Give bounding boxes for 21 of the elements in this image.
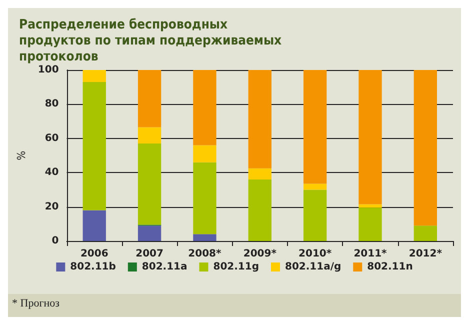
y-axis-title: %: [15, 150, 28, 160]
x-tick-label: 2012*: [408, 248, 443, 260]
legend-label: 802.11g: [213, 262, 259, 272]
x-tick-label: 2010*: [298, 248, 332, 260]
x-tick-label: 2006: [80, 248, 108, 260]
x-tick-label: 2008*: [188, 248, 222, 260]
x-tick-label: 2009*: [243, 248, 278, 260]
y-tick-label: 100: [38, 64, 59, 76]
legend-label: 802.11b: [70, 262, 116, 272]
y-tick-label: 0: [52, 236, 59, 246]
legend-label: 802.11a: [142, 262, 188, 272]
y-tick-label: 80: [44, 98, 59, 110]
chart-title: Распределение беспроводных продуктов по типам поддерживаемых протоколов: [19, 18, 286, 64]
y-tick-label: 60: [44, 132, 59, 144]
legend-label: 802.11a/g: [284, 262, 342, 272]
text: * Прогноз: [12, 298, 60, 310]
x-tick-label: 2011*: [354, 248, 388, 260]
y-tick-label: 20: [44, 201, 59, 212]
legend-label: 802.11n: [367, 262, 413, 272]
y-tick-label: 40: [44, 167, 59, 178]
x-tick-label: 2007: [136, 248, 164, 260]
